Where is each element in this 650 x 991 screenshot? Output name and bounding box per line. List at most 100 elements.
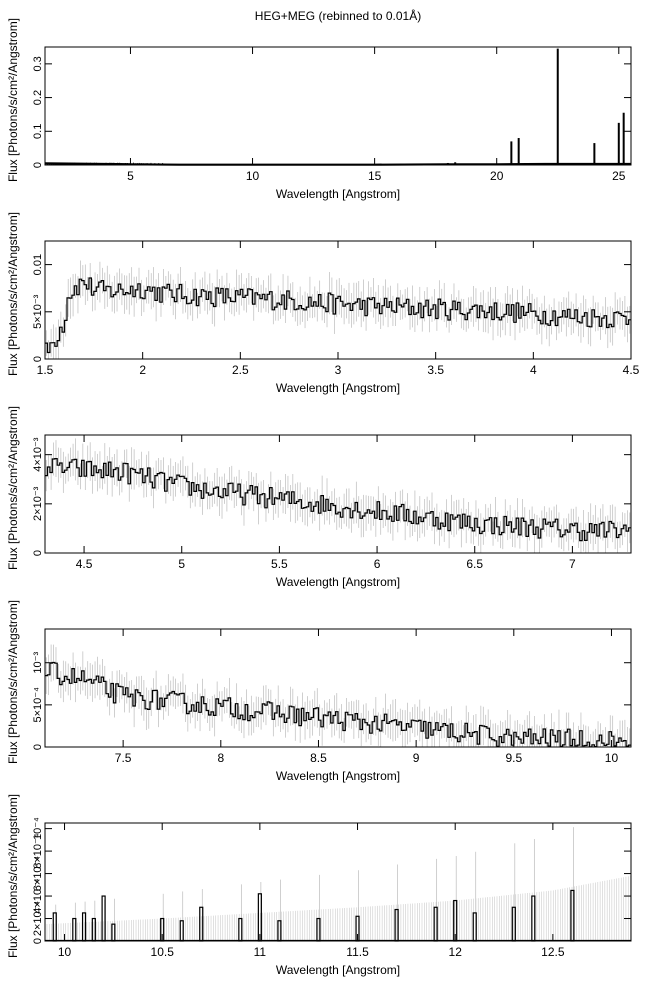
x-tick-label: 4.5 (76, 557, 93, 571)
spectrum-step-line (45, 458, 631, 542)
y-axis: 0 0.1 0.2 0.3 Flux [Photons/s/cm²/Angstrom] (6, 18, 631, 182)
x-tick-label: 5.5 (271, 557, 288, 571)
x-tick-label: 6 (374, 557, 381, 571)
series-group (45, 260, 631, 359)
x-axis: 5 10 15 20 25 Wavelength [Angstrom] (127, 47, 626, 201)
flux-spike-8 (179, 920, 184, 942)
y-axis-label: Flux [Photons/s/cm²/Angstrom] (6, 212, 20, 376)
x-tick-label: 12.5 (541, 945, 565, 959)
flux-spike-18 (472, 912, 477, 942)
series-group (45, 438, 631, 553)
x-tick-label: 8.5 (310, 751, 327, 765)
y-tick-label: 2×10⁻⁴ (32, 901, 44, 937)
plot-frame (44, 240, 632, 360)
x-tick-label: 7.5 (115, 751, 132, 765)
x-tick-label: 1.5 (37, 363, 54, 377)
y-tick-label: 0.01 (32, 254, 44, 275)
x-tick-label: 3.5 (427, 363, 444, 377)
flux-spike-21 (570, 889, 575, 942)
x-tick-label: 11.5 (346, 945, 369, 959)
y-axis: 0 5×10⁻³ 0.01 Flux [Photons/s/cm²/Angstrom] (6, 212, 631, 376)
flux-spike-12 (277, 920, 282, 942)
x-tick-label: 10 (58, 945, 72, 959)
y-tick-label: 0.3 (32, 56, 44, 71)
y-tick-label: 0 (32, 550, 44, 556)
x-axis: 10 10.5 11 11.5 12 12.5 Wavelength [Angstrom] (58, 823, 565, 977)
x-tick-label: 2 (139, 363, 146, 377)
y-tick-label: 0 (32, 356, 44, 362)
y-axis-label: Flux [Photons/s/cm²/Angstrom] (6, 406, 20, 570)
x-axis-label: Wavelength [Angstrom] (276, 575, 400, 589)
y-tick-label: 0 (32, 938, 44, 944)
chart-panel-4: 7.5 8 8.5 9 9.5 10 Wavelength [Angstrom] 0 5×10⁻… (6, 600, 632, 783)
plot-frame (44, 822, 632, 942)
y-axis: 02×10⁻⁴4×10⁻⁴6×10⁻⁴8×10⁻⁴10⁻⁴ Flux [Photo… (6, 794, 631, 958)
flux-spike-15 (394, 908, 399, 942)
y-tick-label: 2×10⁻³ (32, 486, 44, 521)
flux-spike-11 (257, 893, 262, 942)
x-axis: 4.5 5 5.5 6 6.5 7 Wavelength [Angstrom] (76, 435, 576, 589)
flux-spike-2 (72, 917, 77, 942)
x-axis: 1.5 2 2.5 3 3.5 4 4.5 Wavelength [Angstrom] (37, 241, 640, 395)
x-tick-label: 8 (217, 751, 224, 765)
series-group (44, 48, 631, 166)
x-tick-label: 11 (254, 945, 267, 959)
y-tick-label: 0.2 (32, 90, 44, 105)
x-tick-label: 15 (368, 169, 382, 183)
x-tick-label: 10 (246, 169, 260, 183)
x-tick-label: 4.5 (623, 363, 640, 377)
flux-spike-10 (238, 917, 243, 942)
x-tick-label: 5 (178, 557, 185, 571)
figure-title: HEG+MEG (rebinned to 0.01Å) (255, 8, 421, 23)
x-tick-label: 5 (127, 169, 134, 183)
error-bars (45, 644, 631, 747)
flux-spike-6 (111, 923, 116, 942)
x-tick-label: 20 (490, 169, 504, 183)
x-tick-label: 3 (335, 363, 342, 377)
spectrum-step-line (45, 277, 631, 354)
x-axis-label: Wavelength [Angstrom] (276, 769, 400, 783)
x-axis: 7.5 8 8.5 9 9.5 10 Wavelength [Angstrom] (115, 629, 619, 783)
flux-spike-19 (511, 906, 516, 942)
y-axis-label: Flux [Photons/s/cm²/Angstrom] (6, 794, 20, 958)
x-tick-label: 10.5 (151, 945, 175, 959)
y-tick-label: 0 (32, 744, 44, 750)
x-tick-label: 7 (569, 557, 576, 571)
y-tick-label: 5×10⁻⁴ (32, 687, 44, 723)
y-axis-label: Flux [Photons/s/cm²/Angstrom] (6, 18, 20, 182)
y-tick-label: 0.1 (32, 124, 44, 139)
y-tick-label: 5×10⁻³ (32, 294, 44, 329)
flux-spike-16 (433, 906, 438, 942)
y-axis-label: Flux [Photons/s/cm²/Angstrom] (6, 600, 20, 764)
chart-panel-2: 1.5 2 2.5 3 3.5 4 4.5 Wavelength [Angstrom] 0 5×1… (6, 212, 640, 395)
baseline-line (44, 162, 631, 166)
error-bars (45, 260, 631, 359)
plot-frame (44, 628, 632, 748)
x-tick-label: 6.5 (466, 557, 483, 571)
y-tick-label: 4×10⁻⁴ (32, 878, 44, 914)
y-axis: 0 5×10⁻⁴ 10⁻³ Flux [Photons/s/cm²/Angstrom] (6, 600, 631, 764)
x-tick-label: 25 (612, 169, 626, 183)
x-tick-label: 10 (605, 751, 619, 765)
series-group (45, 827, 631, 942)
flux-spike-1 (52, 912, 57, 942)
chart-panel-3: 4.5 5 5.5 6 6.5 7 Wavelength [Angstrom] 0 2×10⁻³… (6, 406, 632, 589)
y-tick-label: 10⁻³ (32, 652, 44, 674)
plot-frame (44, 434, 632, 554)
x-tick-label: 2.5 (232, 363, 249, 377)
x-tick-label: 9.5 (505, 751, 522, 765)
x-axis-label: Wavelength [Angstrom] (276, 187, 400, 201)
y-axis: 0 2×10⁻³ 4×10⁻³ Flux [Photons/s/cm²/Angstro… (6, 406, 631, 570)
flux-spike-5 (101, 895, 106, 942)
flux-spike-9 (199, 906, 204, 942)
x-axis-label: Wavelength [Angstrom] (276, 381, 400, 395)
y-tick-label: 10⁻⁴ (32, 817, 44, 840)
spectrum-step-line (45, 661, 631, 748)
x-axis-label: Wavelength [Angstrom] (276, 963, 400, 977)
error-bars (45, 438, 631, 553)
chart-panel-5: 10 10.5 11 11.5 12 12.5 Wavelength [Angstrom] 0… (6, 794, 632, 977)
x-tick-label: 9 (413, 751, 420, 765)
y-tick-label: 6×10⁻⁴ (32, 856, 44, 892)
